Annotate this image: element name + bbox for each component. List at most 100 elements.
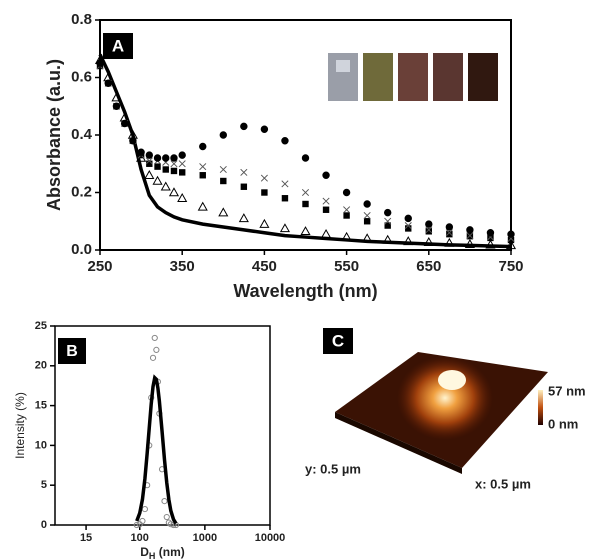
panel-label: C	[332, 331, 344, 350]
y-tick-label: 0.2	[71, 183, 92, 200]
afm-image	[335, 352, 548, 474]
data-point	[177, 193, 188, 202]
data-point	[505, 240, 517, 250]
x-axis-label-sub: H	[149, 551, 156, 559]
data-point	[170, 167, 178, 175]
data-point	[403, 236, 414, 246]
data-point	[199, 172, 206, 179]
x-tick-label: 350	[170, 258, 195, 275]
data-point	[425, 220, 433, 228]
data-point	[404, 214, 412, 223]
data-point	[464, 239, 475, 248]
data-point	[144, 170, 155, 179]
y-tick-label: 0.6	[71, 68, 92, 85]
x-size-label: x: 0.5 µm	[475, 476, 531, 491]
data-point	[146, 160, 153, 167]
data-point	[220, 177, 227, 185]
data-point	[445, 223, 454, 231]
data-point	[145, 157, 153, 165]
x-tick-label: 100	[131, 532, 149, 544]
data-point	[485, 239, 496, 249]
data-point	[137, 148, 145, 156]
data-point	[161, 498, 168, 505]
data-point	[112, 102, 121, 110]
data-point	[384, 222, 391, 229]
data-point	[446, 230, 453, 238]
data-point	[302, 200, 309, 208]
vial-photos	[328, 53, 498, 101]
data-point	[425, 226, 433, 234]
data-point	[405, 225, 412, 232]
data-point	[260, 125, 269, 133]
y-tick-label: 0.0	[71, 241, 92, 258]
data-point	[343, 212, 350, 219]
data-point	[145, 151, 154, 159]
data-point	[170, 154, 178, 162]
data-point	[178, 160, 186, 168]
data-point	[404, 222, 412, 230]
data-point	[384, 208, 392, 217]
data-point	[153, 154, 162, 162]
y-tick-label: 10	[35, 439, 47, 451]
data-point	[219, 131, 228, 139]
z-max-label: 57 nm	[548, 383, 586, 398]
data-point	[279, 223, 291, 233]
x-tick-label: 450	[252, 258, 277, 275]
x-tick-label: 10000	[255, 532, 286, 544]
x-axis-label: Wavelength (nm)	[233, 281, 377, 301]
data-point	[487, 234, 494, 242]
y-tick-label: 0.8	[71, 11, 92, 28]
data-point	[466, 226, 474, 234]
data-point	[322, 171, 330, 179]
y-axis-label: Absorbance (a.u.)	[44, 59, 64, 211]
y-tick-label: 0	[41, 519, 47, 531]
x-tick-label: 15	[80, 532, 92, 544]
x-axis-label-main: D	[140, 545, 149, 559]
data-point	[149, 354, 157, 361]
data-point	[160, 181, 171, 191]
x-tick-label: 1000	[193, 532, 217, 544]
data-line	[135, 374, 178, 525]
x-tick-label: 250	[87, 258, 112, 275]
data-point	[199, 163, 207, 171]
plot-frame	[54, 325, 271, 526]
data-point	[197, 201, 208, 211]
panel-label: A	[112, 36, 124, 55]
y-tick-label: 5	[41, 479, 47, 491]
data-point	[199, 142, 207, 151]
data-point	[240, 168, 248, 176]
data-point	[111, 92, 122, 102]
data-point	[425, 228, 432, 235]
data-point	[445, 229, 453, 237]
data-point	[259, 218, 270, 228]
data-point	[261, 189, 268, 196]
data-point	[343, 206, 351, 214]
data-point	[104, 79, 112, 87]
x-axis-label: DH (nm)	[140, 545, 185, 559]
data-point	[129, 137, 137, 145]
data-point	[178, 151, 186, 159]
data-point	[281, 180, 289, 188]
data-point	[423, 237, 434, 246]
data-point	[151, 334, 158, 342]
y-tick-label: 15	[35, 400, 47, 412]
data-point	[162, 154, 170, 162]
data-point	[240, 183, 248, 190]
data-point	[281, 137, 289, 145]
data-point	[486, 229, 495, 237]
data-point	[362, 233, 373, 243]
x-axis-label-rest: (nm)	[155, 545, 184, 559]
data-point	[219, 165, 227, 174]
x-tick-label: 550	[334, 258, 359, 275]
data-point	[96, 59, 104, 67]
data-point	[301, 188, 310, 197]
x-tick-label: 650	[416, 258, 441, 275]
data-point	[260, 174, 268, 182]
data-line	[98, 53, 512, 249]
data-point	[341, 231, 352, 241]
data-point	[168, 187, 180, 197]
data-point	[342, 188, 351, 197]
data-point	[507, 230, 515, 238]
data-point	[444, 237, 455, 247]
